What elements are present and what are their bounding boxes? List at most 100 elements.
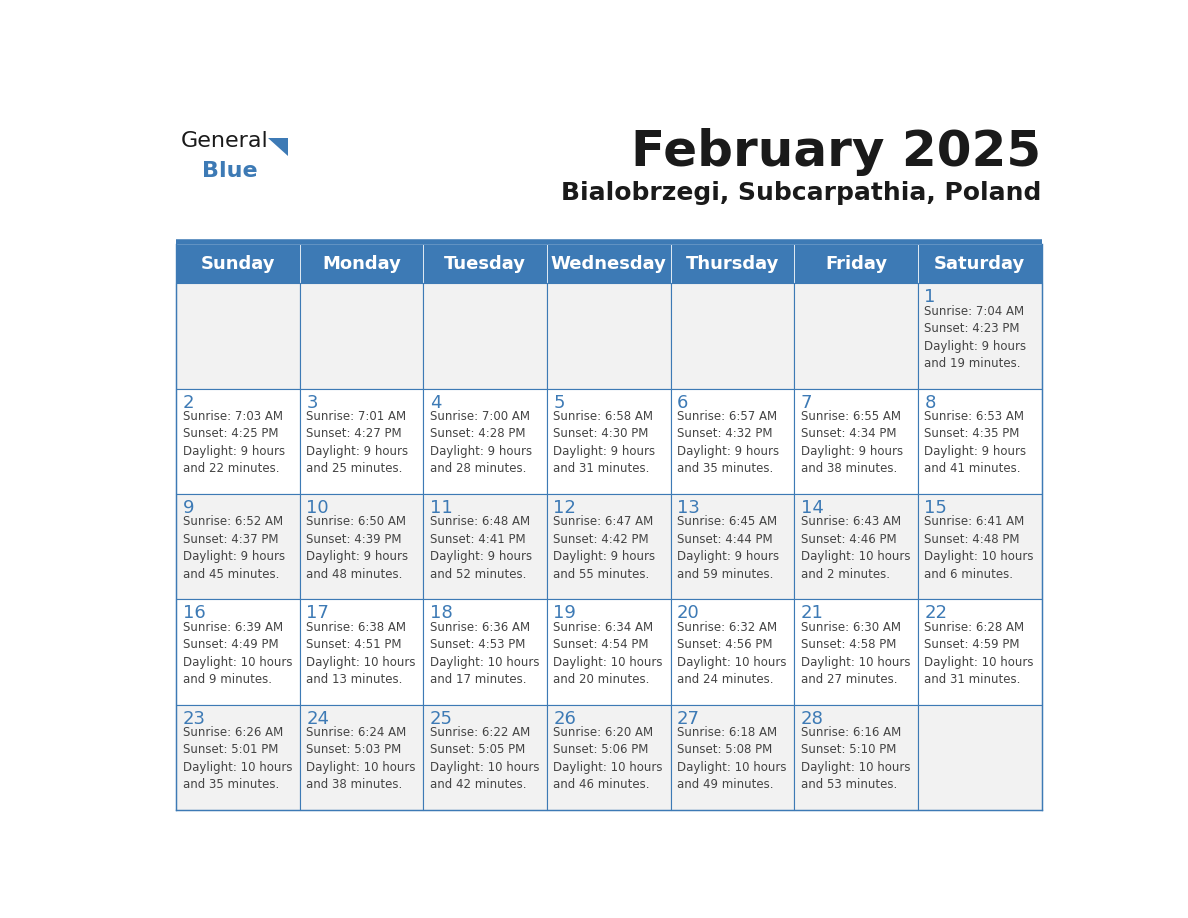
Text: Sunrise: 6:32 AM
Sunset: 4:56 PM
Daylight: 10 hours
and 24 minutes.: Sunrise: 6:32 AM Sunset: 4:56 PM Dayligh… [677,621,786,686]
Text: 13: 13 [677,498,700,517]
FancyBboxPatch shape [176,388,299,494]
Text: 22: 22 [924,604,947,622]
FancyBboxPatch shape [299,494,423,599]
Text: Sunrise: 6:48 AM
Sunset: 4:41 PM
Daylight: 9 hours
and 52 minutes.: Sunrise: 6:48 AM Sunset: 4:41 PM Dayligh… [430,515,532,581]
Text: Sunrise: 6:22 AM
Sunset: 5:05 PM
Daylight: 10 hours
and 42 minutes.: Sunrise: 6:22 AM Sunset: 5:05 PM Dayligh… [430,726,539,791]
Text: General: General [181,131,268,151]
Text: Bialobrzegi, Subcarpathia, Poland: Bialobrzegi, Subcarpathia, Poland [561,181,1042,205]
FancyBboxPatch shape [176,599,299,705]
Text: 27: 27 [677,710,700,728]
FancyBboxPatch shape [546,705,671,810]
FancyBboxPatch shape [795,388,918,494]
FancyBboxPatch shape [918,244,1042,284]
FancyBboxPatch shape [671,494,795,599]
Text: Tuesday: Tuesday [444,255,526,273]
FancyBboxPatch shape [795,244,918,284]
FancyBboxPatch shape [918,388,1042,494]
Text: 1: 1 [924,288,936,307]
FancyBboxPatch shape [299,388,423,494]
Text: 6: 6 [677,394,689,411]
FancyBboxPatch shape [671,388,795,494]
FancyBboxPatch shape [546,284,671,388]
Text: Sunrise: 6:52 AM
Sunset: 4:37 PM
Daylight: 9 hours
and 45 minutes.: Sunrise: 6:52 AM Sunset: 4:37 PM Dayligh… [183,515,285,581]
Text: 24: 24 [307,710,329,728]
Text: Sunrise: 6:26 AM
Sunset: 5:01 PM
Daylight: 10 hours
and 35 minutes.: Sunrise: 6:26 AM Sunset: 5:01 PM Dayligh… [183,726,292,791]
FancyBboxPatch shape [423,494,546,599]
Text: Monday: Monday [322,255,402,273]
Text: Sunrise: 6:18 AM
Sunset: 5:08 PM
Daylight: 10 hours
and 49 minutes.: Sunrise: 6:18 AM Sunset: 5:08 PM Dayligh… [677,726,786,791]
Text: Blue: Blue [202,161,258,181]
Text: Sunrise: 6:30 AM
Sunset: 4:58 PM
Daylight: 10 hours
and 27 minutes.: Sunrise: 6:30 AM Sunset: 4:58 PM Dayligh… [801,621,910,686]
FancyBboxPatch shape [423,388,546,494]
FancyBboxPatch shape [671,284,795,388]
Text: February 2025: February 2025 [632,128,1042,176]
FancyBboxPatch shape [299,599,423,705]
Text: Sunrise: 6:36 AM
Sunset: 4:53 PM
Daylight: 10 hours
and 17 minutes.: Sunrise: 6:36 AM Sunset: 4:53 PM Dayligh… [430,621,539,686]
Text: Sunrise: 6:53 AM
Sunset: 4:35 PM
Daylight: 9 hours
and 41 minutes.: Sunrise: 6:53 AM Sunset: 4:35 PM Dayligh… [924,409,1026,476]
Text: 12: 12 [554,498,576,517]
Text: 18: 18 [430,604,453,622]
Text: Sunrise: 6:41 AM
Sunset: 4:48 PM
Daylight: 10 hours
and 6 minutes.: Sunrise: 6:41 AM Sunset: 4:48 PM Dayligh… [924,515,1034,581]
Text: Sunrise: 6:50 AM
Sunset: 4:39 PM
Daylight: 9 hours
and 48 minutes.: Sunrise: 6:50 AM Sunset: 4:39 PM Dayligh… [307,515,409,581]
FancyBboxPatch shape [795,599,918,705]
Polygon shape [268,139,289,156]
Text: 19: 19 [554,604,576,622]
Text: 8: 8 [924,394,936,411]
FancyBboxPatch shape [423,705,546,810]
Text: 16: 16 [183,604,206,622]
FancyBboxPatch shape [671,244,795,284]
FancyBboxPatch shape [299,244,423,284]
FancyBboxPatch shape [546,388,671,494]
Text: Wednesday: Wednesday [551,255,666,273]
Text: 20: 20 [677,604,700,622]
Text: Sunrise: 6:28 AM
Sunset: 4:59 PM
Daylight: 10 hours
and 31 minutes.: Sunrise: 6:28 AM Sunset: 4:59 PM Dayligh… [924,621,1034,686]
Text: Sunrise: 6:38 AM
Sunset: 4:51 PM
Daylight: 10 hours
and 13 minutes.: Sunrise: 6:38 AM Sunset: 4:51 PM Dayligh… [307,621,416,686]
Text: 11: 11 [430,498,453,517]
FancyBboxPatch shape [918,284,1042,388]
Text: Sunrise: 7:00 AM
Sunset: 4:28 PM
Daylight: 9 hours
and 28 minutes.: Sunrise: 7:00 AM Sunset: 4:28 PM Dayligh… [430,409,532,476]
Text: 9: 9 [183,498,194,517]
FancyBboxPatch shape [423,599,546,705]
FancyBboxPatch shape [795,494,918,599]
Text: 25: 25 [430,710,453,728]
Text: Sunrise: 6:55 AM
Sunset: 4:34 PM
Daylight: 9 hours
and 38 minutes.: Sunrise: 6:55 AM Sunset: 4:34 PM Dayligh… [801,409,903,476]
FancyBboxPatch shape [671,705,795,810]
Text: Sunrise: 6:39 AM
Sunset: 4:49 PM
Daylight: 10 hours
and 9 minutes.: Sunrise: 6:39 AM Sunset: 4:49 PM Dayligh… [183,621,292,686]
FancyBboxPatch shape [176,705,299,810]
Text: Sunrise: 7:03 AM
Sunset: 4:25 PM
Daylight: 9 hours
and 22 minutes.: Sunrise: 7:03 AM Sunset: 4:25 PM Dayligh… [183,409,285,476]
FancyBboxPatch shape [918,705,1042,810]
FancyBboxPatch shape [176,244,299,284]
Text: 10: 10 [307,498,329,517]
Text: Sunrise: 6:20 AM
Sunset: 5:06 PM
Daylight: 10 hours
and 46 minutes.: Sunrise: 6:20 AM Sunset: 5:06 PM Dayligh… [554,726,663,791]
Text: 2: 2 [183,394,194,411]
Text: Friday: Friday [824,255,887,273]
FancyBboxPatch shape [546,494,671,599]
FancyBboxPatch shape [918,494,1042,599]
FancyBboxPatch shape [299,705,423,810]
FancyBboxPatch shape [795,705,918,810]
Text: 26: 26 [554,710,576,728]
Text: 17: 17 [307,604,329,622]
Text: Thursday: Thursday [685,255,779,273]
Text: 3: 3 [307,394,317,411]
Text: 15: 15 [924,498,947,517]
Text: Sunday: Sunday [201,255,276,273]
FancyBboxPatch shape [671,599,795,705]
FancyBboxPatch shape [423,284,546,388]
Text: 5: 5 [554,394,565,411]
Text: Sunrise: 6:16 AM
Sunset: 5:10 PM
Daylight: 10 hours
and 53 minutes.: Sunrise: 6:16 AM Sunset: 5:10 PM Dayligh… [801,726,910,791]
Text: 4: 4 [430,394,441,411]
FancyBboxPatch shape [546,244,671,284]
Text: 28: 28 [801,710,823,728]
Text: Sunrise: 6:43 AM
Sunset: 4:46 PM
Daylight: 10 hours
and 2 minutes.: Sunrise: 6:43 AM Sunset: 4:46 PM Dayligh… [801,515,910,581]
Text: Sunrise: 6:47 AM
Sunset: 4:42 PM
Daylight: 9 hours
and 55 minutes.: Sunrise: 6:47 AM Sunset: 4:42 PM Dayligh… [554,515,656,581]
Text: Sunrise: 6:45 AM
Sunset: 4:44 PM
Daylight: 9 hours
and 59 minutes.: Sunrise: 6:45 AM Sunset: 4:44 PM Dayligh… [677,515,779,581]
Text: 23: 23 [183,710,206,728]
Text: 21: 21 [801,604,823,622]
FancyBboxPatch shape [423,244,546,284]
Text: 7: 7 [801,394,813,411]
Text: Sunrise: 6:58 AM
Sunset: 4:30 PM
Daylight: 9 hours
and 31 minutes.: Sunrise: 6:58 AM Sunset: 4:30 PM Dayligh… [554,409,656,476]
Text: Sunrise: 7:04 AM
Sunset: 4:23 PM
Daylight: 9 hours
and 19 minutes.: Sunrise: 7:04 AM Sunset: 4:23 PM Dayligh… [924,305,1026,370]
FancyBboxPatch shape [176,284,299,388]
FancyBboxPatch shape [176,494,299,599]
